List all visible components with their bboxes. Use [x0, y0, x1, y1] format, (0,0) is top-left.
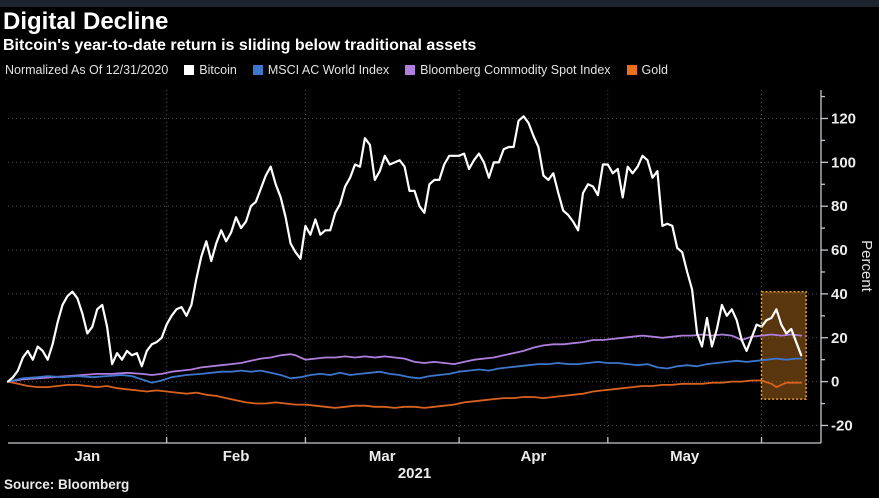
legend-note: Normalized As Of 12/31/2020: [5, 63, 169, 77]
y-tick-label: -20: [831, 417, 853, 434]
source-label: Source: Bloomberg: [4, 477, 130, 492]
legend-swatch-bloomberg-commodity-spot-index: [405, 65, 416, 75]
legend-item-msci-ac-world-index: MSCI AC World Index: [252, 63, 390, 77]
y-tick-label: 60: [831, 242, 848, 259]
x-tick-label: Mar: [369, 448, 396, 465]
legend-item-bitcoin: Bitcoin: [184, 63, 237, 77]
y-tick-label: 0: [831, 374, 839, 391]
y-tick-label: 100: [831, 154, 856, 171]
gold-line: [7, 379, 803, 409]
legend-label: Bloomberg Commodity Spot Index: [420, 63, 611, 77]
x-tick-label: Jan: [74, 448, 100, 465]
x-tick-label: Feb: [223, 448, 250, 465]
x-tick-label: Apr: [521, 448, 547, 465]
legend-swatch-bitcoin: [184, 65, 195, 75]
legend-item-bloomberg-commodity-spot-index: Bloomberg Commodity Spot Index: [405, 63, 611, 77]
legend-label: Bitcoin: [199, 63, 237, 77]
legend: Normalized As Of 12/31/2020 Bitcoin MSCI …: [5, 63, 668, 77]
chart-subtitle: Bitcoin's year-to-date return is sliding…: [3, 37, 477, 54]
legend-swatch-gold: [626, 65, 637, 75]
y-tick-label: 20: [831, 330, 848, 347]
y-tick-label: 120: [831, 111, 856, 128]
legend-label: MSCI AC World Index: [267, 63, 390, 77]
legend-swatch-msci-ac-world-index: [252, 65, 263, 75]
y-axis-title: Percent: [858, 240, 875, 293]
msci-ac-world-index-line: [7, 357, 803, 384]
x-tick-label: May: [670, 448, 700, 465]
bitcoin-line: [6, 115, 803, 383]
x-axis-year-label: 2021: [398, 465, 431, 482]
bloomberg-commodity-spot-index-line: [7, 333, 803, 383]
y-tick-label: 80: [831, 198, 848, 215]
y-tick-label: 40: [831, 286, 848, 303]
highlight-region: [761, 291, 807, 400]
legend-item-gold: Gold: [626, 63, 668, 77]
top-strip: [0, 0, 879, 7]
chart-title: Digital Decline: [3, 8, 169, 35]
legend-label: Gold: [641, 63, 668, 77]
